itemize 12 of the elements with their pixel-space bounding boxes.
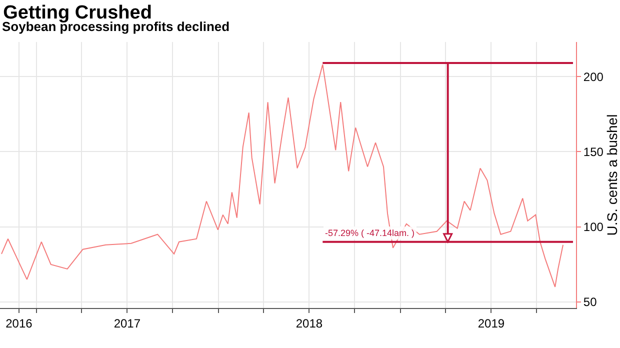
y-tick-label: 100 — [583, 220, 604, 234]
annotation: -57.29% ( -47.14lam. ) — [325, 228, 415, 238]
y-tick-label: 150 — [583, 144, 604, 159]
y-tick-label: 200 — [583, 70, 604, 84]
chart-title: Getting Crushed — [3, 2, 152, 24]
x-tick-label: 2019 — [478, 316, 505, 330]
x-tick-label: 2016 — [6, 316, 33, 330]
y-tick-label: 50 — [583, 295, 598, 310]
x-tick-label: 2018 — [296, 316, 323, 330]
x-tick-label: 2017 — [114, 316, 141, 330]
y-axis-title: U.S. cents a bushel — [604, 114, 620, 236]
line-series — [1, 64, 564, 288]
